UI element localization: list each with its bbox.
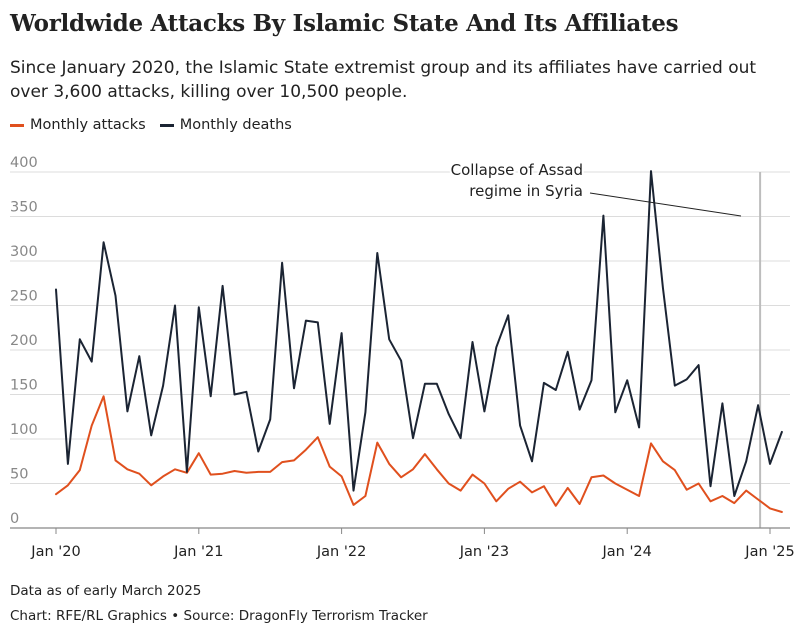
y-tick-label: 250	[10, 289, 38, 305]
y-tick-label: 400	[10, 155, 38, 171]
annotation-leader-line	[590, 193, 741, 216]
y-tick-label: 150	[10, 378, 38, 394]
y-tick-label: 300	[10, 244, 38, 260]
y-tick-label: 350	[10, 200, 38, 216]
x-tick-label: Jan '25	[744, 544, 794, 560]
y-tick-label: 200	[10, 333, 38, 349]
series-line-deaths	[56, 171, 782, 496]
y-tick-label: 0	[10, 511, 19, 527]
y-tick-label: 50	[10, 467, 28, 483]
annotation-text: regime in Syria	[469, 182, 583, 200]
chart-credit: Chart: RFE/RL Graphics • Source: DragonF…	[10, 608, 428, 624]
y-tick-label: 100	[10, 422, 38, 438]
x-tick-label: Jan '21	[173, 544, 223, 560]
annotation-text: Collapse of Assad	[451, 161, 583, 179]
x-tick-label: Jan '24	[601, 544, 651, 560]
x-tick-label: Jan '20	[30, 544, 80, 560]
data-note: Data as of early March 2025	[10, 583, 201, 599]
x-tick-label: Jan '22	[316, 544, 366, 560]
x-tick-label: Jan '23	[459, 544, 509, 560]
line-chart: 0 50 100 150 200 250 300 350 400 Jan '20 Jan '21 Ja…	[0, 0, 800, 632]
